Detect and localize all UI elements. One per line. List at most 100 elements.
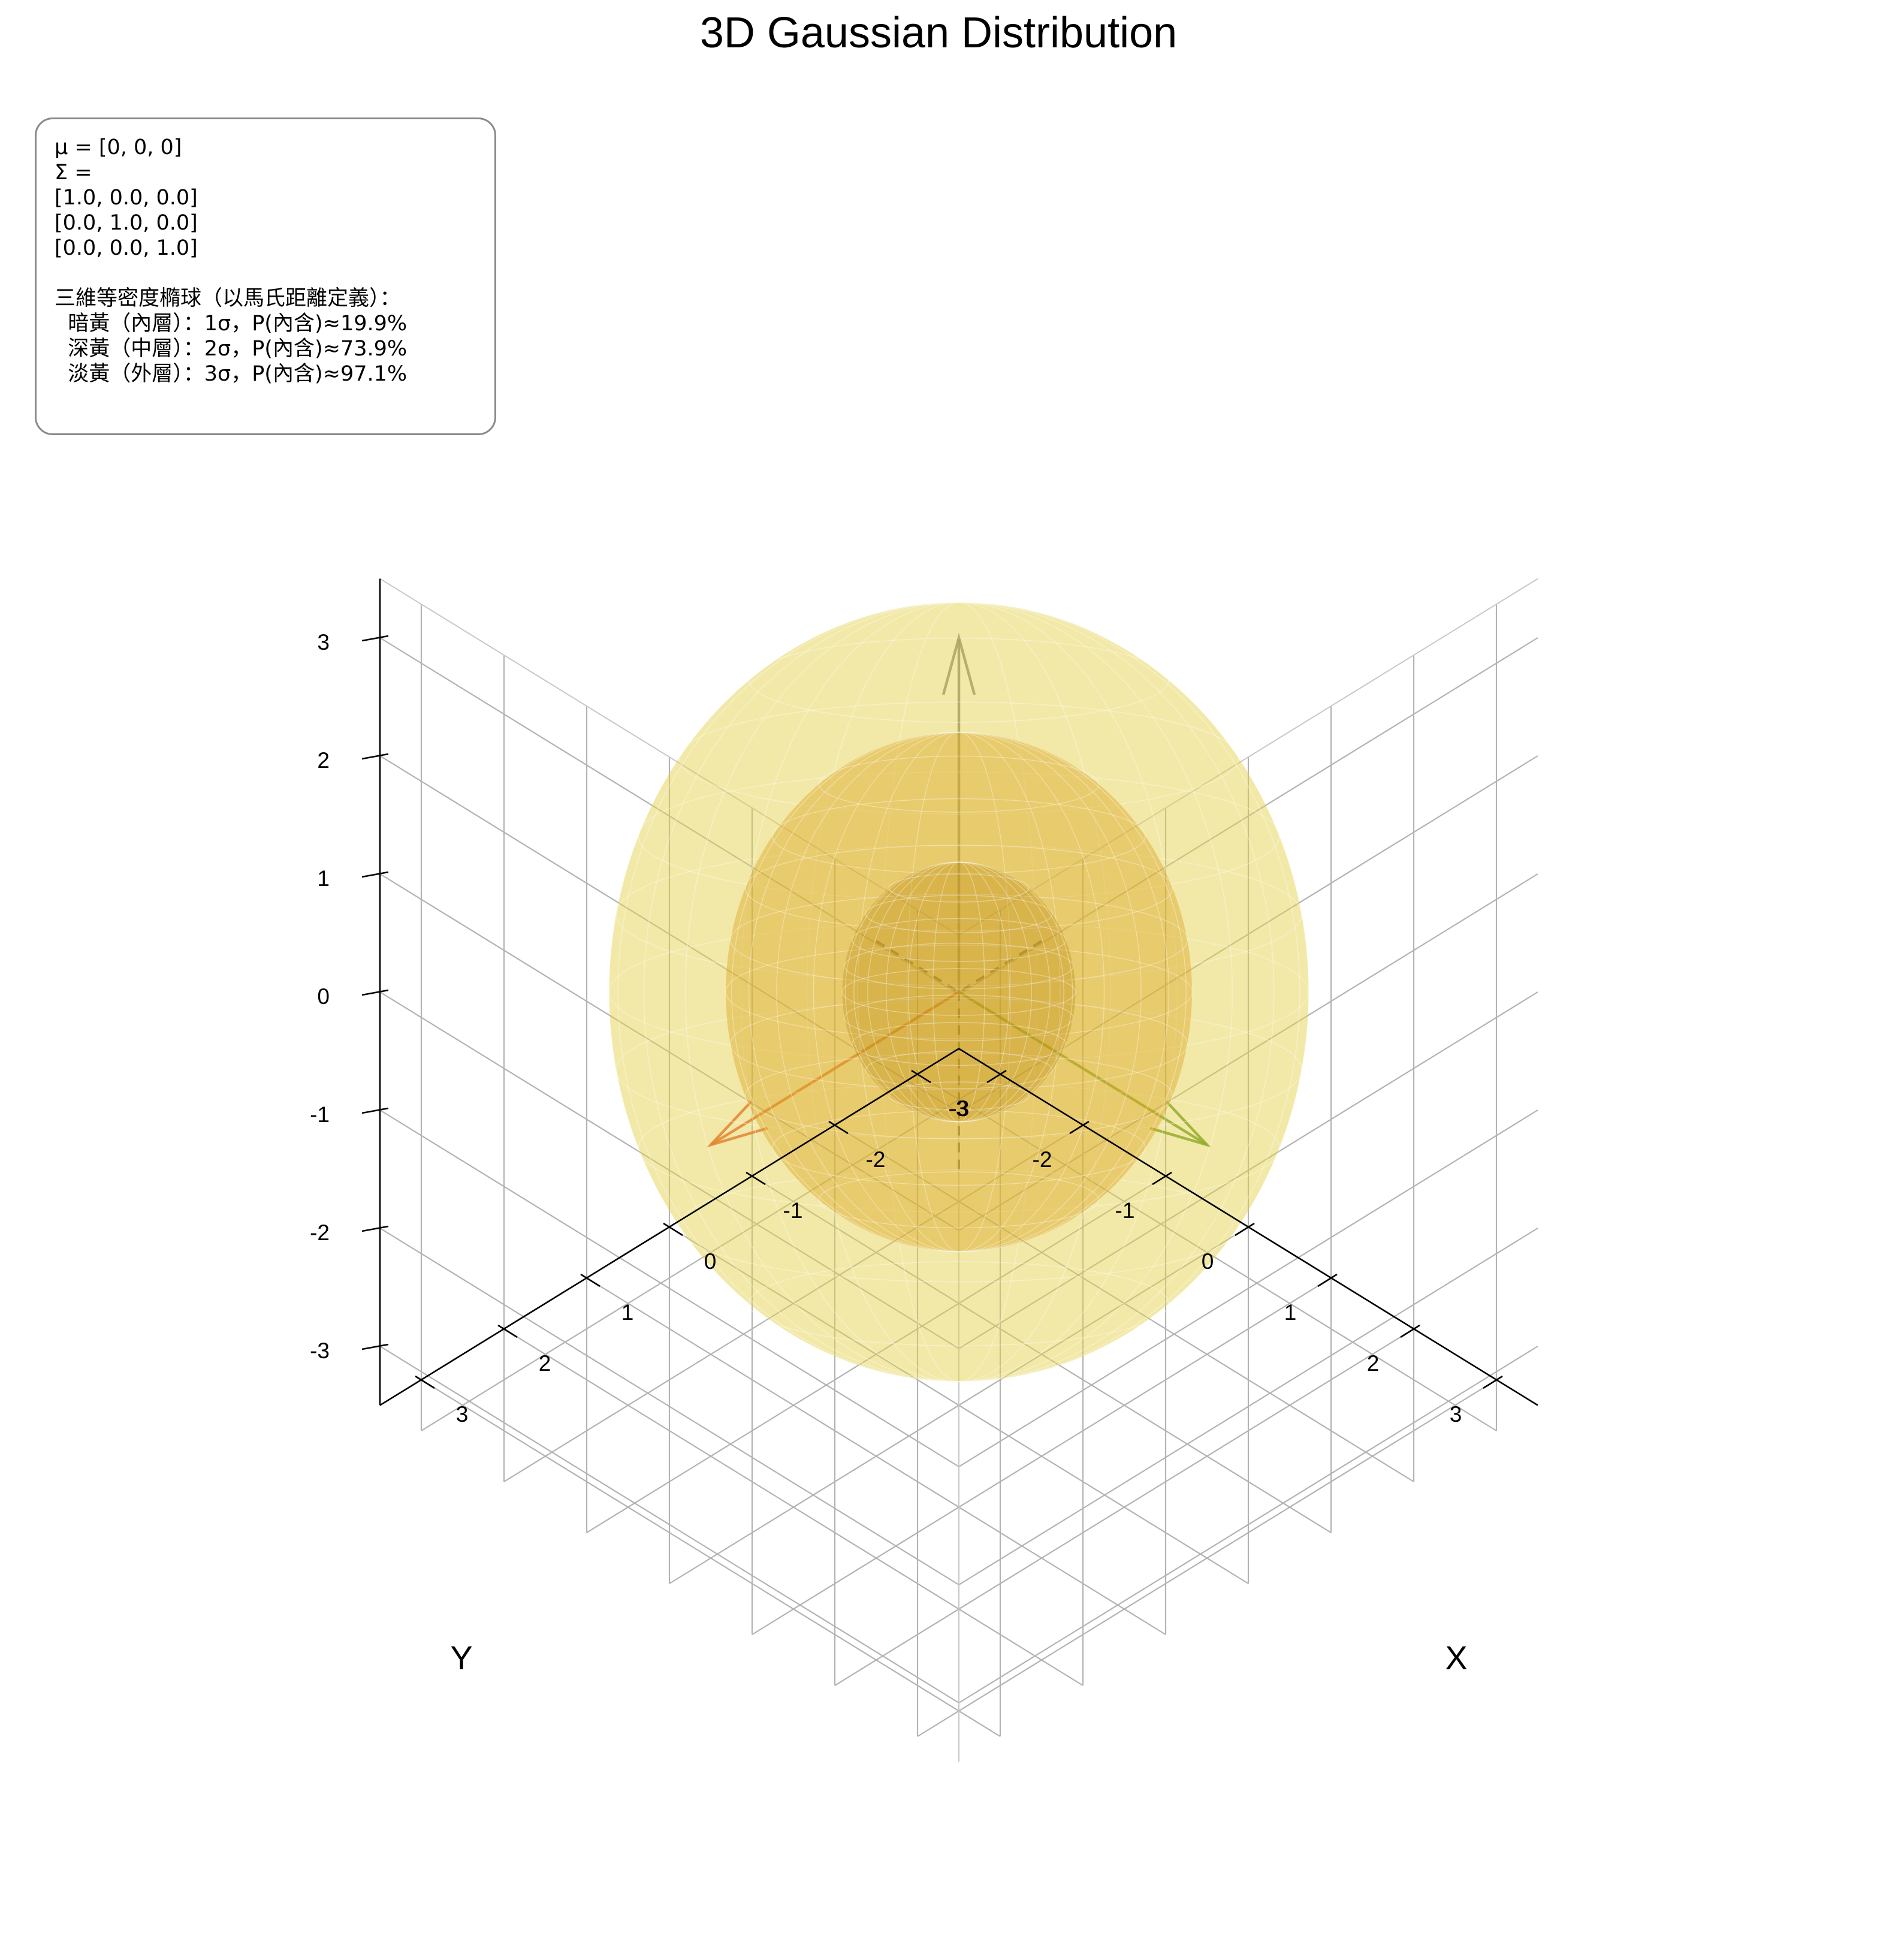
y-tick-label: 1 — [1284, 1300, 1297, 1325]
z-tick — [361, 871, 389, 878]
ellipsoid-1sigma — [841, 861, 1076, 1123]
z-principal-arrow-head — [941, 632, 976, 695]
mesh-longitude — [807, 602, 1111, 1382]
z-tick-label: 2 — [317, 748, 330, 773]
z-tick — [361, 1225, 389, 1232]
mesh-latitude — [851, 1022, 1066, 1066]
mesh-latitude — [851, 918, 1066, 962]
ellipsoid-3sigma — [608, 602, 1309, 1382]
x-tick-label: 1 — [621, 1300, 634, 1325]
mesh-latitude — [744, 1053, 1173, 1139]
grid-line — [958, 873, 1538, 1231]
mesh-longitude — [844, 861, 1073, 1123]
mesh-latitude — [730, 894, 1188, 987]
ellipsoid-2sigma-surface — [726, 732, 1192, 1252]
ellipsoid-layer-2: 深黃（中層）：2σ，P(內含)≈73.9% — [55, 337, 408, 361]
pane-edge — [958, 578, 1538, 936]
mesh-latitude — [744, 845, 1173, 931]
axis-ticks — [361, 635, 1503, 1389]
mesh-longitude — [617, 602, 1300, 1382]
grid-line — [958, 637, 1538, 995]
mesh-latitude — [678, 1169, 1239, 1283]
grid-line — [958, 755, 1538, 1113]
principal-axes — [706, 632, 1212, 1169]
mesh-latitude — [730, 997, 1188, 1090]
x-principal-arrow — [710, 991, 960, 1146]
y-tick-label: 3 — [1450, 1402, 1462, 1427]
mesh-longitude — [776, 731, 1142, 1253]
x-axis-title: X — [1445, 1639, 1467, 1676]
mesh-latitude — [888, 1081, 1030, 1111]
mesh-longitude — [740, 602, 1178, 1382]
mesh-longitude — [731, 731, 1187, 1253]
ellipsoid-layer-1: 暗黃（內層）：1σ，P(內含)≈19.9% — [55, 312, 408, 336]
x-tick — [663, 1222, 683, 1237]
grid-line — [958, 991, 1538, 1349]
z-tick-label: 0 — [317, 984, 330, 1009]
grid-line — [379, 873, 959, 1231]
z-tick — [361, 1107, 389, 1114]
ellipsoid-heading: 三維等密度橢球（以馬氏距離定義）： — [55, 287, 401, 310]
x-tick-label: 3 — [456, 1402, 469, 1427]
y-axis-title: Y — [450, 1639, 472, 1676]
x-tick — [497, 1324, 518, 1338]
y-tick-label: 2 — [1367, 1351, 1380, 1376]
info-legend-box: μ = [0, 0, 0] Σ = [1.0, 0.0, 0.0] [0.0, … — [35, 117, 496, 435]
mesh-longitude — [813, 731, 1105, 1253]
grid-line — [379, 755, 959, 1113]
y-tick-label: -3 — [950, 1096, 970, 1121]
mean-text: μ = [0, 0, 0] — [55, 135, 182, 159]
x-tick-label: -1 — [783, 1198, 803, 1223]
mesh-latitude — [844, 994, 1074, 1042]
mesh-latitude — [615, 1000, 1302, 1139]
z-tick — [361, 753, 389, 760]
ellipsoid-3sigma-surface — [609, 602, 1309, 1382]
grid-line — [421, 1379, 1001, 1737]
x-tick-label: 0 — [704, 1249, 717, 1274]
mesh-longitude — [907, 861, 1010, 1123]
grid-line — [503, 1328, 1084, 1686]
mesh-longitude — [906, 731, 1012, 1253]
ellipsoid-1sigma-mesh — [841, 861, 1076, 1123]
ellipsoid-2sigma-mesh — [725, 731, 1193, 1253]
ellipsoid-layer-3: 淡黃（外層）：3σ，P(內含)≈97.1% — [55, 362, 408, 386]
mesh-latitude — [818, 755, 1100, 813]
z-tick-label: -2 — [310, 1220, 330, 1245]
mesh-latitude — [615, 845, 1302, 984]
z-tick — [361, 1343, 389, 1350]
grid-lines — [379, 578, 1538, 1762]
covariance-row-1: [1.0, 0.0, 0.0] — [55, 186, 198, 210]
x-tick — [746, 1171, 766, 1186]
mesh-longitude — [643, 602, 1275, 1382]
grid-line — [586, 1277, 1166, 1635]
x-principal-arrow-head — [706, 1100, 768, 1148]
mesh-latitude — [638, 771, 1280, 901]
z-tick-label: 3 — [317, 630, 330, 655]
mesh-latitude — [818, 1171, 1100, 1229]
mesh-latitude — [678, 701, 1239, 815]
grid-line — [752, 1277, 1332, 1635]
y-tick — [1400, 1324, 1420, 1338]
mesh-latitude — [608, 921, 1309, 1063]
mesh-longitude — [867, 861, 1051, 1123]
ellipsoid-shells — [608, 602, 1309, 1382]
mesh-latitude — [638, 1083, 1280, 1213]
mesh-longitude — [880, 602, 1037, 1382]
ellipsoid-2sigma — [725, 731, 1193, 1253]
mesh-latitude — [888, 873, 1030, 903]
grid-line — [917, 1379, 1497, 1737]
z-tick-label: 1 — [317, 866, 330, 891]
mesh-longitude — [857, 731, 1061, 1253]
z-tick — [361, 989, 389, 996]
y-tick-label: 0 — [1202, 1249, 1214, 1274]
mesh-latitude — [844, 942, 1074, 990]
axis-titles: XY — [450, 1639, 1467, 1676]
x-tick-label: 2 — [539, 1351, 551, 1376]
y-tick — [1317, 1273, 1338, 1287]
y-tick — [1152, 1171, 1172, 1186]
pane-edge — [379, 578, 959, 936]
grid-line — [834, 1328, 1414, 1686]
mesh-latitude — [749, 1261, 1169, 1347]
